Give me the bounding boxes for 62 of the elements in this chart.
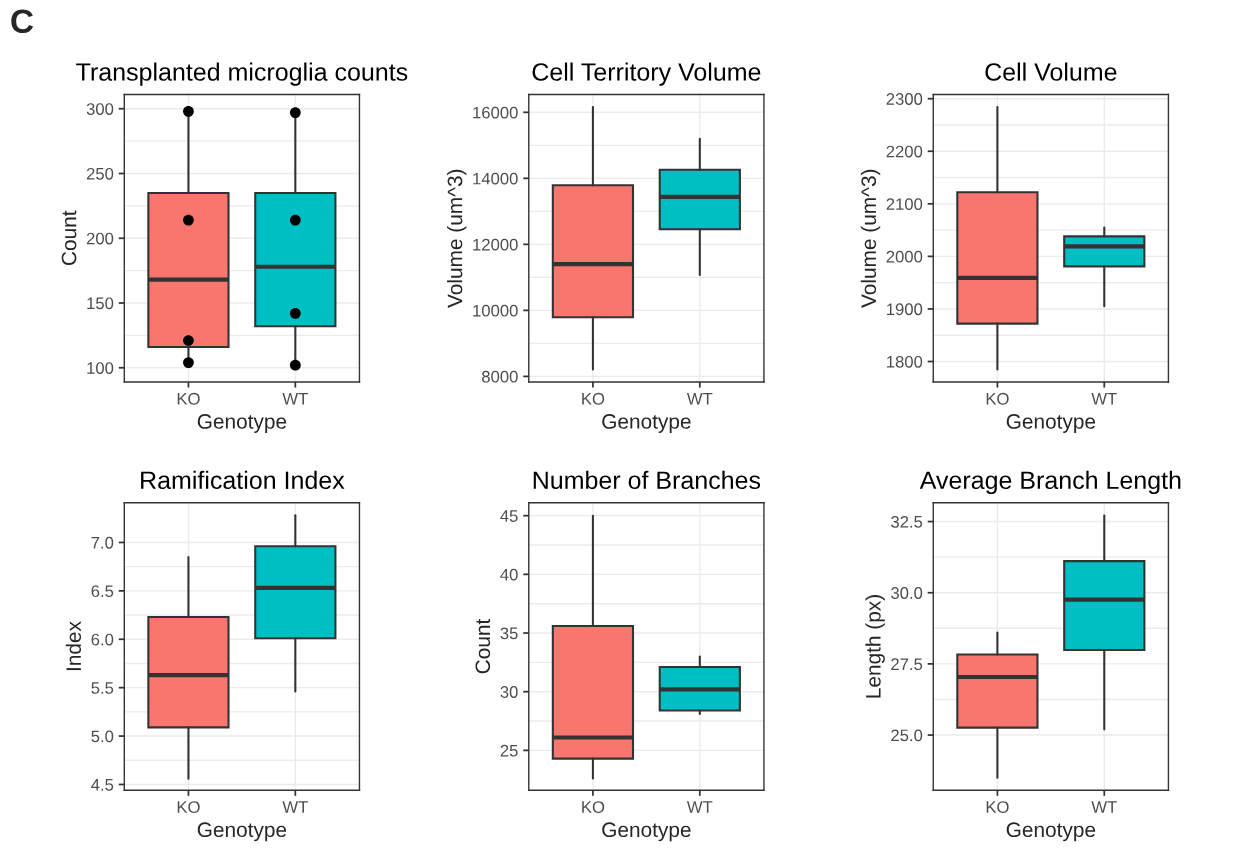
chart-title: Average Branch Length <box>919 470 1181 495</box>
y-tick-label: 2300 <box>886 93 923 105</box>
y-tick-label: 27.5 <box>891 658 923 671</box>
x-axis-title: Genotype <box>197 822 287 842</box>
x-tick-label: WT <box>686 801 713 813</box>
y-tick-label: 14000 <box>473 172 518 185</box>
x-tick-label: KO <box>177 392 200 405</box>
y-tick-label: 25 <box>500 744 518 757</box>
y-tick-label: 12000 <box>473 238 518 251</box>
y-tick-label: 150 <box>87 297 114 310</box>
x-tick-label: WT <box>282 393 308 405</box>
chart-title: Cell Volume <box>985 62 1117 81</box>
x-tick-label: KO <box>582 392 605 405</box>
y-axis-title: Volume (um^3) <box>447 169 467 308</box>
chart-title: Cell Territory Volume <box>532 62 761 86</box>
x-tick-label: KO <box>986 801 1009 813</box>
y-tick-label: 2200 <box>886 145 923 158</box>
y-tick-label: 6.5 <box>91 585 114 598</box>
y-tick-label: 30.0 <box>891 587 923 599</box>
x-tick-label: WT <box>686 393 713 405</box>
x-axis-title: Genotype <box>1006 822 1096 842</box>
y-tick-label: 5.5 <box>91 682 114 694</box>
x-tick-label: WT <box>282 801 308 813</box>
y-tick-label: 1900 <box>887 303 923 316</box>
y-tick-label: 7.0 <box>91 536 114 549</box>
y-axis-title: Count <box>475 618 491 674</box>
y-tick-label: 25.0 <box>891 729 923 742</box>
y-tick-label: 8000 <box>482 370 518 383</box>
y-tick-label: 35 <box>500 627 518 640</box>
y-tick-label: 5.0 <box>91 730 114 743</box>
x-tick-label: WT <box>1091 801 1117 813</box>
y-tick-label: 40 <box>500 568 518 581</box>
y-tick-label: 100 <box>87 362 114 374</box>
y-tick-label: 32.5 <box>891 515 923 528</box>
y-axis-title: Index <box>65 621 82 671</box>
x-axis-title: Genotype <box>197 414 287 433</box>
y-tick-label: 300 <box>86 103 114 115</box>
y-tick-label: 6.0 <box>91 633 114 646</box>
x-axis-title: Genotype <box>1006 414 1096 433</box>
chart-title: Transplanted microglia counts <box>76 62 408 86</box>
x-tick-label: KO <box>582 801 605 813</box>
x-axis-title: Genotype <box>602 822 691 842</box>
x-tick-label: KO <box>986 392 1009 405</box>
y-tick-label: 10000 <box>473 304 518 317</box>
x-tick-label: KO <box>177 801 200 813</box>
y-tick-label: 250 <box>86 167 114 180</box>
y-tick-label: 200 <box>86 232 114 245</box>
y-tick-label: 4.5 <box>91 779 114 791</box>
y-tick-label: 30 <box>500 686 518 698</box>
chart-title: Number of Branches <box>533 470 761 490</box>
x-tick-label: WT <box>1091 393 1117 405</box>
y-tick-label: 2000 <box>886 250 923 263</box>
text: C <box>11 9 34 34</box>
y-axis-title: Length (px) <box>865 595 885 698</box>
y-axis-title: Volume (um^3) <box>860 169 881 308</box>
y-axis-title: Count <box>61 210 77 265</box>
y-tick-label: 1800 <box>887 355 923 368</box>
y-tick-label: 45 <box>500 510 518 522</box>
chart-title: Ramification Index <box>141 470 345 490</box>
y-tick-label: 16000 <box>473 106 518 119</box>
y-tick-label: 2100 <box>886 198 923 211</box>
x-axis-title: Genotype <box>602 414 691 433</box>
